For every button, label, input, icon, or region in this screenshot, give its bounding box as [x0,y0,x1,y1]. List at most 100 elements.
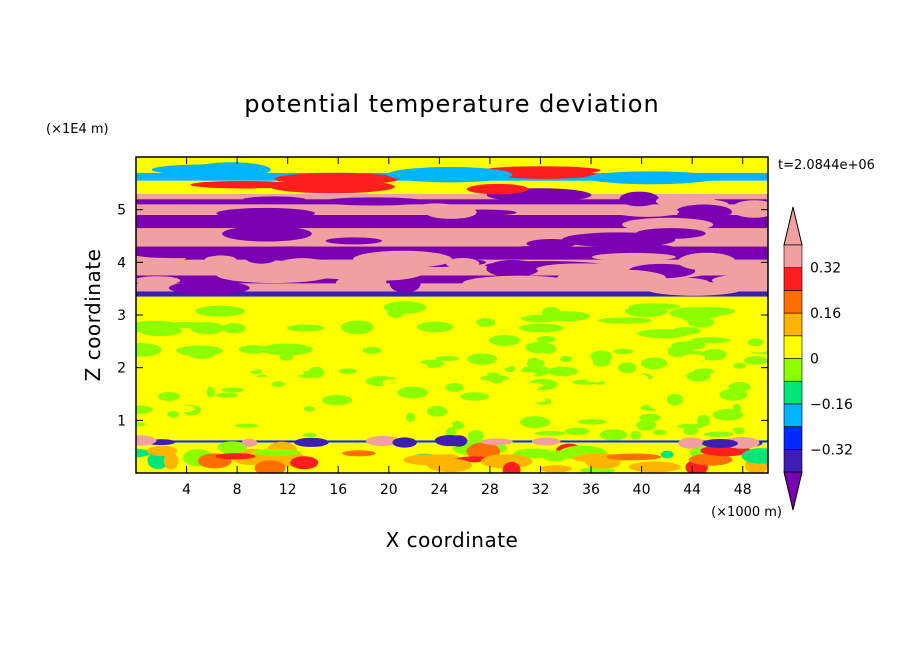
texture-cell [560,355,573,362]
texture-cell [259,421,276,431]
texture-cell [338,372,369,381]
texture-cell [719,388,748,401]
texture-cell [232,365,259,372]
y-tick-label: 4 [117,255,126,271]
texture-cell [397,386,429,399]
y-axis-label: Z coordinate [81,249,105,382]
colorbar-swatch [783,244,803,269]
texture-cell [524,383,544,388]
texture-cell [251,376,274,387]
texture-cell [686,370,711,382]
texture-cell [600,401,626,406]
texture-cell [136,276,181,286]
colorbar-swatch [783,448,803,473]
x-tick-label: 48 [734,482,752,498]
x-tick-label: 40 [633,482,651,498]
texture-cell [434,356,460,361]
texture-cell [205,396,215,404]
texture-cell [624,373,649,384]
texture-cell [416,321,454,333]
texture-cell [502,461,521,473]
texture-cell [711,273,768,287]
texture-cell [619,191,659,207]
texture-cell [577,419,607,425]
texture-cell [362,347,382,354]
texture-cell [480,454,533,469]
texture-cell [542,450,569,462]
texture-cell [622,217,714,232]
texture-cell [553,408,573,421]
colorbar-tick-label: 0.32 [810,261,841,277]
y-axis-ticks: 1 2 3 4 5 [117,203,768,429]
texture-cell [520,314,561,323]
texture-cell [257,429,270,438]
texture-cell [688,453,733,466]
texture-cell [460,392,490,401]
texture-cell [286,324,325,332]
texture-cell [488,334,521,346]
texture-cell [636,419,657,431]
colorbar-swatch [783,290,803,314]
texture-cell [274,428,284,434]
texture-cell [579,467,615,473]
contour-band-13 [136,193,768,200]
texture-cell [322,197,425,206]
texture-cell [640,357,668,370]
texture-cell [252,449,301,456]
colorbar-tick-label: 0 [810,352,819,368]
texture-cell [628,461,681,473]
texture-cell [525,341,553,354]
texture-cell [702,348,727,361]
colorbar-labels: 0.32 0.16 0 −0.16 −0.32 [810,261,853,459]
texture-cell [676,423,705,429]
texture-cell [656,331,678,339]
texture-cell [260,343,313,356]
texture-cell [526,357,541,369]
contour-band-4 [136,291,768,297]
texture-cell [254,460,286,473]
colorbar-swatch [783,358,803,382]
texture-cell [480,375,510,381]
texture-cell [671,327,702,335]
texture-cell [656,373,685,382]
texture-cell [303,406,315,412]
texture-cell [630,430,642,440]
texture-cell [526,239,577,249]
y-tick-label: 1 [117,413,126,429]
texture-cell [136,248,222,259]
texture-cell [670,359,697,371]
texture-cell [493,410,524,421]
colorbar-bottom-arrow [783,471,803,511]
texture-cell [271,381,286,387]
texture-cell [387,167,513,183]
texture-cell [372,393,387,399]
texture-cell [680,354,706,363]
texture-cell [566,392,587,405]
colorbar-swatch [783,403,803,427]
texture-cell [592,356,611,367]
texture-cell [498,401,515,409]
texture-cell [294,420,322,427]
time-label: t=2.0844e+06 [778,158,875,173]
x-tick-label: 4 [182,482,191,498]
texture-cell [752,414,768,422]
x-tick-label: 24 [430,482,448,498]
texture-cell [465,375,479,387]
texture-cell [503,380,527,390]
texture-cell [167,410,180,418]
texture-cell [677,252,736,271]
texture-cell [338,368,357,374]
texture-cell [238,345,269,354]
texture-cell [339,358,356,364]
texture-cell [629,303,681,310]
texture-cell [518,323,564,333]
texture-cell [733,362,747,369]
y-tick-label: 5 [117,203,126,219]
texture-cell [434,435,465,447]
texture-cell [213,355,223,368]
texture-cell [427,458,473,473]
texture-cell [660,421,675,431]
texture-cell [618,362,637,374]
texture-cell [167,387,179,393]
texture-cell [136,395,153,406]
